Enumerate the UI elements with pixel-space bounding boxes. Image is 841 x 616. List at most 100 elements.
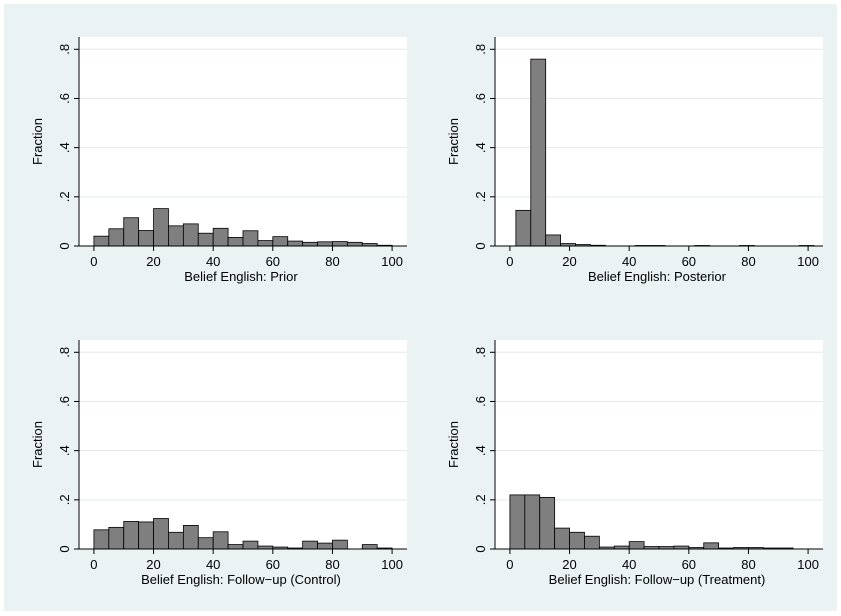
x-tick-label: 20	[146, 254, 160, 269]
x-tick-label: 0	[506, 254, 513, 269]
x-tick-label: 100	[797, 254, 819, 269]
histogram-followup-control-svg: 0 .2 .4 .6 .8 0 20 40 60 80 100 Belief English: Fol…	[30, 340, 407, 587]
x-tick-label: 20	[562, 254, 576, 269]
histogram-prior-svg: 0 .2 .4 .6 .8 0 20 40 60 80 100 Belief English: Pri…	[30, 37, 407, 284]
y-tick-label: .4	[473, 445, 488, 456]
histogram-bar	[182, 223, 199, 247]
histogram-bar	[524, 494, 541, 550]
histogram-bar	[302, 540, 318, 550]
x-tick-label: 40	[206, 254, 220, 269]
x-axis-title: Belief English: Follow−up (Control)	[141, 572, 341, 587]
x-tick-label: 0	[90, 254, 97, 269]
histogram-bar	[361, 544, 378, 550]
histogram-bar	[108, 228, 125, 247]
histogram-bar	[197, 232, 214, 247]
histogram-bar	[509, 494, 526, 550]
histogram-bar	[317, 542, 333, 550]
y-tick-label: .4	[57, 142, 72, 153]
y-tick-label: .8	[57, 44, 72, 55]
histogram-bar	[242, 230, 259, 247]
x-tick-label: 100	[797, 557, 819, 572]
x-tick-label: 80	[741, 557, 755, 572]
histogram-posterior: 0 .2 .4 .6 .8 0 20 40 60 80 100 Belief English: Pos…	[420, 4, 830, 307]
plot-area	[79, 340, 407, 549]
histogram-bar	[182, 524, 199, 550]
x-tick-label: 20	[562, 557, 576, 572]
y-tick-label: .8	[473, 44, 488, 55]
histogram-bar	[93, 529, 110, 550]
x-axis-title: Belief English: Follow−up (Treatment)	[549, 572, 766, 587]
histogram-bar	[123, 521, 140, 550]
plot-area	[495, 37, 823, 246]
y-tick-label: .6	[57, 396, 72, 407]
histogram-bar	[257, 240, 274, 247]
y-tick-label: 0	[473, 545, 488, 552]
histogram-bar	[332, 539, 348, 550]
histogram-bar	[703, 542, 720, 550]
x-tick-label: 80	[741, 254, 755, 269]
histogram-bar	[197, 537, 214, 550]
histogram-bar	[628, 541, 645, 550]
x-tick-label: 40	[622, 557, 636, 572]
histogram-bar	[317, 241, 333, 247]
y-tick-label: .2	[57, 191, 72, 202]
y-tick-label: 0	[57, 242, 72, 249]
x-tick-label: 60	[266, 557, 280, 572]
y-tick-label: .4	[473, 142, 488, 153]
y-tick-label: .2	[473, 494, 488, 505]
histogram-bar	[108, 526, 125, 550]
histogram-bar	[545, 234, 562, 247]
x-tick-label: 100	[381, 254, 403, 269]
histogram-bar	[153, 518, 169, 550]
histogram-bar	[539, 496, 556, 550]
y-tick-label: 0	[473, 242, 488, 249]
histogram-prior: 0 .2 .4 .6 .8 0 20 40 60 80 100 Belief English: Pri…	[4, 4, 414, 307]
histogram-bar	[302, 241, 318, 247]
histogram-bar	[569, 531, 585, 550]
histogram-followup-treatment-svg: 0 .2 .4 .6 .8 0 20 40 60 80 100 Belief English: Fol…	[446, 340, 823, 587]
x-tick-label: 100	[381, 557, 403, 572]
y-tick-label: .8	[473, 347, 488, 358]
histogram-bar	[138, 521, 154, 550]
x-tick-label: 60	[266, 254, 280, 269]
histogram-bar	[212, 227, 229, 247]
figure: 0 .2 .4 .6 .8 0 20 40 60 80 100 Belief English: Pri…	[4, 4, 837, 611]
y-axis-title: Fraction	[30, 421, 45, 468]
x-tick-label: 0	[90, 557, 97, 572]
histogram-bar	[346, 241, 363, 247]
x-tick-label: 80	[325, 557, 339, 572]
x-tick-label: 60	[682, 557, 696, 572]
x-tick-label: 60	[682, 254, 696, 269]
histogram-bar	[287, 240, 304, 247]
x-tick-label: 80	[325, 254, 339, 269]
y-tick-label: .2	[473, 191, 488, 202]
histogram-bar	[138, 230, 154, 247]
histogram-bar	[515, 209, 532, 247]
histogram-bar	[554, 527, 570, 550]
plot-area	[79, 37, 407, 246]
y-tick-label: .8	[57, 347, 72, 358]
y-tick-label: .6	[473, 396, 488, 407]
histogram-bar	[332, 241, 348, 247]
histogram-bar	[530, 58, 547, 247]
histogram-bar	[93, 235, 110, 247]
histogram-bar	[168, 225, 184, 247]
y-axis-title: Fraction	[30, 118, 45, 165]
histogram-followup-treatment: 0 .2 .4 .6 .8 0 20 40 60 80 100 Belief English: Fol…	[420, 307, 830, 610]
histogram-followup-control: 0 .2 .4 .6 .8 0 20 40 60 80 100 Belief English: Fol…	[4, 307, 414, 610]
x-tick-label: 0	[506, 557, 513, 572]
y-tick-label: .4	[57, 445, 72, 456]
histogram-bar	[227, 544, 244, 550]
histogram-bar	[584, 535, 600, 550]
histogram-bar	[227, 236, 244, 247]
x-tick-label: 40	[206, 557, 220, 572]
histogram-bar	[242, 540, 259, 550]
x-axis-title: Belief English: Prior	[184, 269, 298, 284]
x-tick-label: 40	[622, 254, 636, 269]
y-axis-title: Fraction	[446, 421, 461, 468]
y-tick-label: .2	[57, 494, 72, 505]
y-tick-label: 0	[57, 545, 72, 552]
x-tick-label: 20	[146, 557, 160, 572]
histogram-bar	[212, 531, 229, 550]
y-tick-label: .6	[57, 93, 72, 104]
